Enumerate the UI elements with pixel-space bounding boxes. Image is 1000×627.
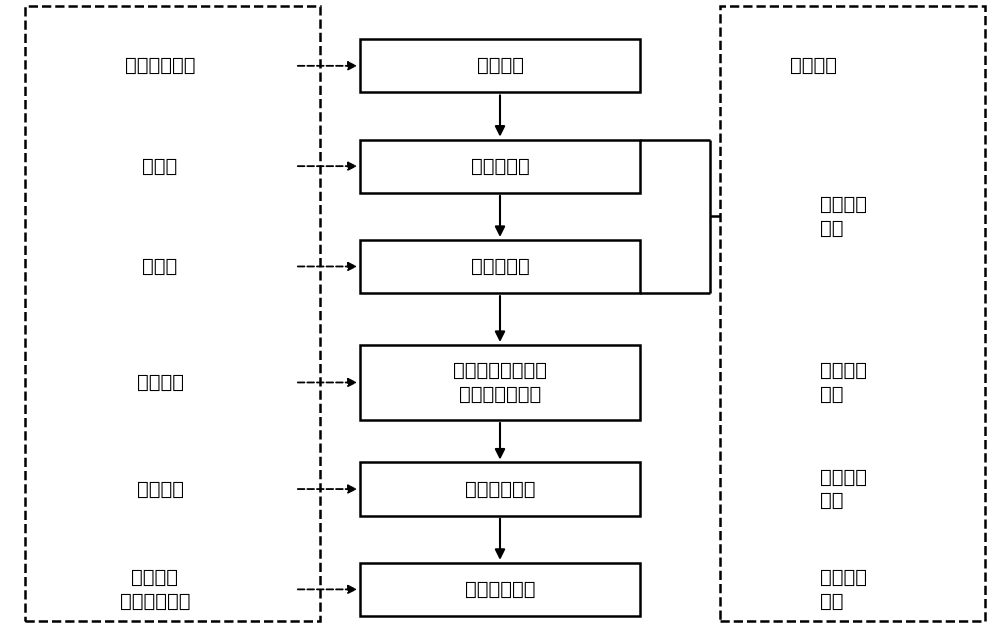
Text: 零价铁: 零价铁: [142, 157, 178, 176]
Text: 活性炭: 活性炭: [142, 257, 178, 276]
Bar: [360, 345, 640, 420]
Text: 厌氧生物
处理: 厌氧生物 处理: [820, 468, 867, 510]
Bar: [720, 6, 985, 621]
Text: 生物好氧氧化: 生物好氧氧化: [465, 580, 535, 599]
Text: 氧化药剂: 氧化药剂: [136, 373, 184, 392]
Text: 亚铁离子、活性炭
催化氧化剂氧化: 亚铁离子、活性炭 催化氧化剂氧化: [453, 361, 547, 404]
Text: 增效洗脱药剂: 增效洗脱药剂: [125, 56, 195, 75]
Bar: [360, 563, 640, 616]
Text: 好氧生物
处理: 好氧生物 处理: [820, 568, 867, 611]
Bar: [360, 39, 640, 92]
Text: 好氧条件
生物营养物质: 好氧条件 生物营养物质: [120, 568, 190, 611]
Text: 一次化学
处理: 一次化学 处理: [820, 195, 867, 238]
Text: 生物厌氧脱氯: 生物厌氧脱氯: [465, 480, 535, 498]
Bar: [360, 463, 640, 515]
Bar: [25, 6, 320, 621]
Text: 厌氧条件: 厌氧条件: [136, 480, 184, 498]
Text: 零价铁脱氯: 零价铁脱氯: [471, 157, 529, 176]
Text: 二次化学
处理: 二次化学 处理: [820, 361, 867, 404]
Text: 铁碳微电解: 铁碳微电解: [471, 257, 529, 276]
Text: 增效洗脱: 增效洗脱: [477, 56, 524, 75]
Bar: [360, 140, 640, 193]
Text: 增效洗脱: 增效洗脱: [790, 56, 837, 75]
Bar: [360, 240, 640, 293]
